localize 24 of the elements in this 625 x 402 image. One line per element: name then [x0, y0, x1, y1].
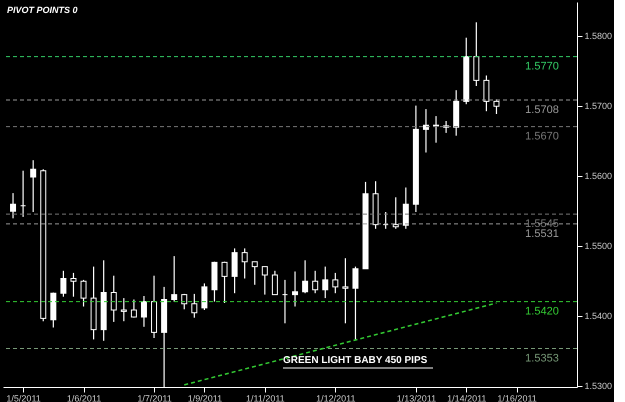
annotation: PIVOT POINTS 0	[7, 5, 78, 15]
ref-line-label: 1.5670	[525, 130, 559, 143]
x-tick-label: 1/14/2011	[447, 394, 486, 402]
ref-line-label: 1.5708	[525, 104, 559, 116]
y-tick-label: 1.5600	[584, 171, 612, 182]
y-tick-label: 1.5500	[584, 241, 612, 252]
x-tick-label: 1/12/2011	[316, 394, 356, 402]
x-tick-label: 1/5/2011	[6, 394, 41, 402]
y-tick-label: 1.5300	[584, 381, 612, 392]
x-tick-label: 1/9/2011	[188, 394, 222, 402]
x-tick-label: 1/11/2011	[246, 394, 285, 402]
annotation: GREEN LIGHT BABY 450 PIPS	[283, 355, 428, 366]
x-tick-label: 1/7/2011	[137, 394, 172, 402]
y-tick-label: 1.5400	[584, 311, 612, 322]
x-tick-label: 1/16/2011	[497, 394, 537, 402]
ref-line-label: 1.5545	[525, 218, 559, 230]
y-tick-label: 1.5800	[584, 31, 612, 42]
ref-line-label: 1.5353	[525, 352, 559, 364]
ref-line-label: 1.5770	[525, 60, 559, 73]
ref-line-label: 1.5420	[525, 306, 559, 318]
x-tick-label: 1/13/2011	[396, 394, 436, 402]
y-tick-label: 1.5700	[584, 101, 612, 112]
ref-line-label: 1.5531	[525, 228, 559, 240]
x-tick-label: 1/6/2011	[66, 394, 102, 402]
